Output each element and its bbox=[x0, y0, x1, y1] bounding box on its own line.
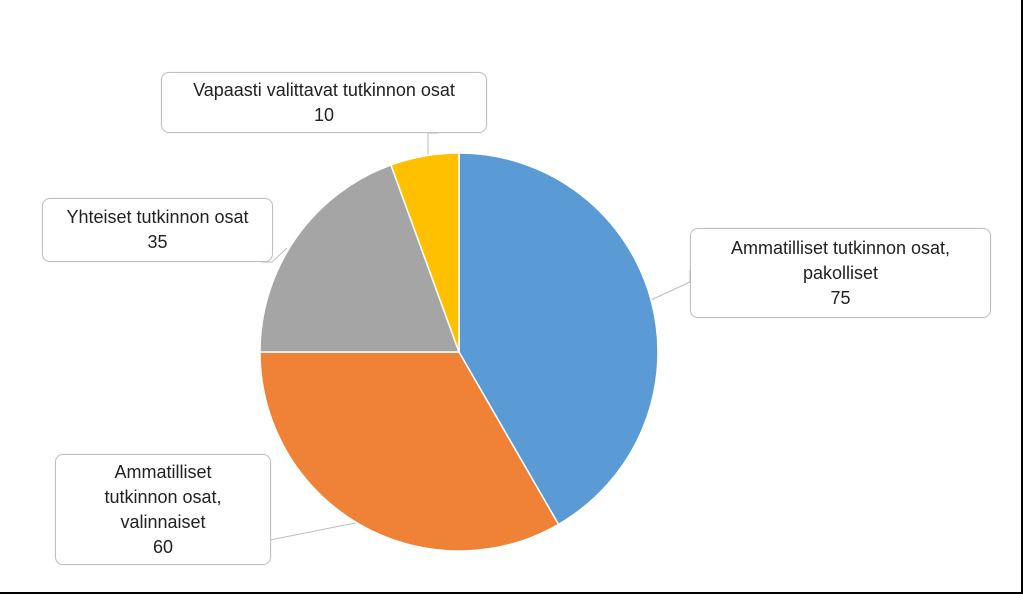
value-label: 60 bbox=[152, 536, 174, 557]
value-label: 35 bbox=[147, 232, 168, 252]
category-label: Ammatilliset tutkinnon osat, valinnaiset bbox=[104, 461, 222, 532]
data-label: Yhteiset tutkinnon osat 35 bbox=[42, 198, 273, 262]
category-label: Yhteiset tutkinnon osat bbox=[66, 207, 249, 227]
category-label: Ammatilliset tutkinnon osat, pakolliset bbox=[730, 237, 951, 283]
pie-slice bbox=[259, 351, 560, 552]
category-label: Vapaasti valittavat tutkinnon osat bbox=[193, 79, 455, 100]
data-label: Vapaasti valittavat tutkinnon osat 10 bbox=[161, 72, 487, 133]
leader-line bbox=[269, 520, 361, 541]
leader-line bbox=[262, 247, 288, 263]
data-label: Ammatilliset tutkinnon osat, pakolliset 7… bbox=[690, 228, 991, 318]
data-label: Ammatilliset tutkinnon osat, valinnaiset… bbox=[55, 454, 271, 565]
pie-slice bbox=[458, 152, 659, 526]
leader-line bbox=[650, 270, 691, 301]
slices bbox=[259, 152, 659, 552]
value-label: 10 bbox=[313, 104, 335, 125]
value-label: 75 bbox=[830, 287, 851, 308]
leader-line bbox=[427, 132, 438, 156]
pie-slice bbox=[389, 152, 460, 353]
pie-slice bbox=[259, 164, 461, 353]
